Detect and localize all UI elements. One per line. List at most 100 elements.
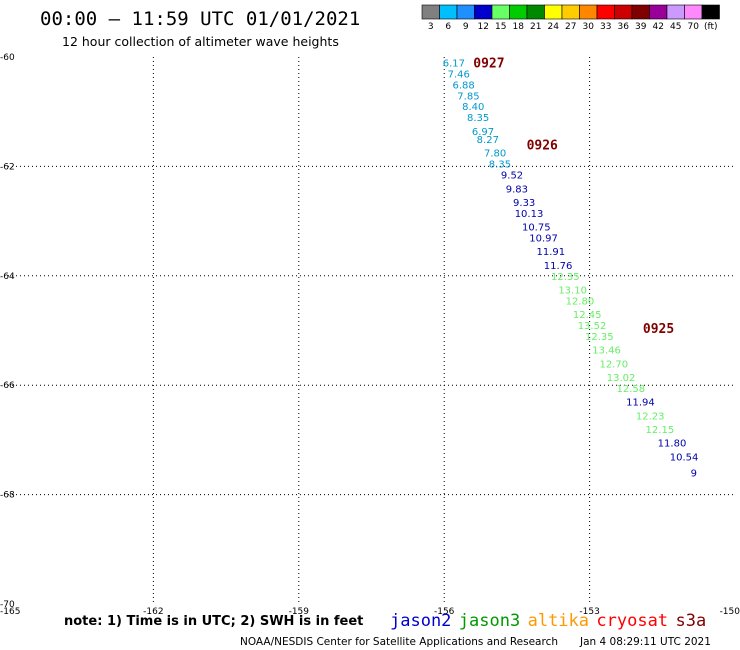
x-tick-label: -165 (0, 607, 20, 617)
time-annotations: 0927 0926 0925 (473, 56, 674, 336)
color-legend: 3 6 9 12 15 18 21 24 27 30 33 36 39 42 45 70 (ft) (421, 4, 720, 32)
legend-bin-label: 33 (600, 22, 611, 32)
x-tick-label: -156 (434, 607, 455, 617)
plot-grid (8, 57, 735, 604)
credit-text: NOAA/NESDIS Center for Satellite Applica… (240, 636, 558, 648)
swh-value-label: 8.27 (477, 135, 499, 146)
swh-value-label: 7.80 (484, 149, 506, 160)
y-tick-label: -62 (0, 162, 15, 172)
swh-value-label: 11.94 (626, 398, 655, 409)
swh-value-label: 6.97 (472, 127, 494, 138)
satellite-jason2: jason2 (390, 611, 451, 631)
x-tick-label: -150 (720, 607, 740, 617)
legend-bin-label: 45 (670, 22, 681, 32)
legend-bin-label: 39 (635, 22, 647, 32)
satellite-altika: altika (528, 611, 589, 631)
swh-value-label: 12.15 (646, 425, 675, 436)
swh-value-label: 12.70 (600, 359, 629, 370)
swh-value-label: 8.35 (489, 160, 511, 171)
swh-value-label: 12.80 (566, 296, 595, 307)
x-tick-label: -159 (289, 607, 310, 617)
legend-bin-label: 36 (618, 22, 630, 32)
legend-swatch (439, 4, 458, 20)
legend-swatch (666, 4, 685, 20)
time-annotation: 0927 (473, 56, 504, 71)
swh-value-label: 9.83 (506, 184, 528, 195)
legend-swatch (596, 4, 615, 20)
legend-bin-label: 21 (530, 22, 541, 32)
satellite-s3a: s3a (676, 611, 707, 631)
swh-value-label: 13.46 (592, 346, 621, 357)
legend-bin-label: 3 (428, 22, 434, 32)
swh-value-label: 10.54 (670, 452, 699, 463)
legend-bin-label: 27 (565, 22, 576, 32)
y-tick-label: -60 (0, 53, 15, 63)
legend-swatch (474, 4, 493, 20)
legend-swatch (614, 4, 633, 20)
y-tick-label: -68 (0, 491, 15, 501)
legend-swatch (561, 4, 580, 20)
satellite-jason3: jason3 (459, 611, 520, 631)
chart-subtitle: 12 hour collection of altimeter wave hei… (62, 34, 339, 49)
swh-value-label: 13.52 (578, 321, 607, 332)
units-note: note: 1) Time is in UTC; 2) SWH is in fe… (64, 614, 363, 629)
legend-unit-label: (ft) (704, 22, 718, 32)
legend-swatch (544, 4, 563, 20)
time-annotation: 0925 (643, 322, 674, 337)
x-tick-label: -153 (579, 607, 599, 617)
swh-value-label: 10.75 (522, 223, 551, 234)
y-tick-label: -66 (0, 381, 15, 391)
legend-swatch (649, 4, 668, 20)
legend-bin-label: 30 (583, 22, 595, 32)
legend-bin-label: 15 (495, 22, 506, 32)
swh-value-label: 10.13 (515, 209, 544, 220)
swh-value-label: 9.33 (513, 198, 535, 209)
swh-value-label: 7.46 (448, 69, 470, 80)
swh-value-label: 13.02 (607, 373, 636, 384)
swh-value-label: 6.88 (452, 80, 474, 91)
swh-value-label: 11.91 (537, 247, 566, 258)
legend-swatch (684, 4, 703, 20)
axis-ticks: -60 -62 -64 -66 -68 -70-165 -162 -159 -156 -153 -1… (0, 53, 740, 617)
legend-swatch (491, 4, 510, 20)
legend-bin-label: 6 (445, 22, 451, 32)
legend-bin-label: 9 (463, 22, 469, 32)
legend-swatch (509, 4, 528, 20)
wave-height-labels: 6.177.466.887.858.408.356.978.277.808.35… (443, 58, 699, 479)
swh-value-label: 9.52 (501, 171, 523, 182)
legend-swatch (579, 4, 598, 20)
swh-value-label: 11.76 (544, 261, 573, 272)
swh-value-label: 10.97 (529, 234, 558, 245)
chart-title: 00:00 – 11:59 UTC 01/01/2021 (40, 8, 360, 30)
time-annotation: 0926 (527, 139, 558, 154)
legend-bin-label: 18 (513, 22, 525, 32)
legend-bin-label: 70 (688, 22, 700, 32)
x-tick-label: -162 (143, 607, 163, 617)
swh-value-label: 12.23 (636, 411, 665, 422)
swh-value-label: 7.85 (457, 91, 479, 102)
satellite-cryosat: cryosat (596, 611, 668, 631)
swh-value-label: 12.35 (585, 332, 614, 343)
legend-swatch (421, 4, 440, 20)
legend-swatch (526, 4, 545, 20)
y-tick-label: -70 (0, 600, 15, 610)
swh-value-label: 11.80 (658, 439, 687, 450)
timestamp-text: Jan 4 08:29:11 UTC 2021 (579, 636, 711, 648)
legend-bin-label: 24 (548, 22, 560, 32)
swh-value-label: 8.40 (462, 102, 484, 113)
legend-swatch (631, 4, 650, 20)
swh-value-label: 12.45 (573, 310, 602, 321)
swh-value-label: 8.35 (467, 113, 489, 124)
legend-swatch (701, 4, 720, 20)
satellite-legend: jason2 jason3 altika cryosat s3a (390, 611, 706, 631)
swh-value-label: 9 (691, 469, 697, 480)
legend-bin-label: 12 (478, 22, 489, 32)
legend-bin-label: 42 (653, 22, 664, 32)
swh-value-label: 13.10 (558, 285, 587, 296)
legend-swatch (456, 4, 475, 20)
swh-value-label: 12.35 (551, 272, 580, 283)
swh-value-label: 12.58 (616, 384, 645, 395)
y-tick-label: -64 (0, 272, 15, 282)
swh-value-label: 6.17 (443, 58, 465, 69)
